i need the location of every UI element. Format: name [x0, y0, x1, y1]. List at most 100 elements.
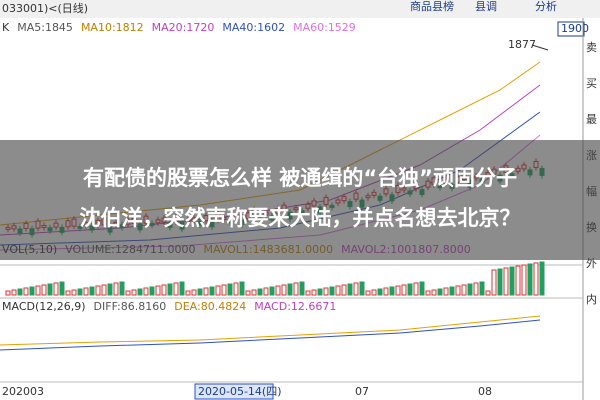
volume-bar — [443, 287, 449, 296]
top-bar — [0, 0, 600, 18]
volume-bar — [107, 283, 113, 296]
volume-bar — [71, 289, 77, 296]
volume-bar — [533, 262, 539, 296]
volume-bar — [359, 281, 365, 296]
sidebar-label: 卖 — [586, 41, 597, 54]
volume-bars — [5, 261, 545, 296]
volume-bar — [461, 284, 467, 296]
volume-bar — [131, 289, 137, 296]
volume-bar — [23, 287, 29, 296]
legend-item: MA40:1602 — [222, 21, 285, 34]
volume-bar — [311, 289, 317, 296]
x-axis-label: 08 — [478, 385, 492, 398]
volume-bar — [35, 285, 41, 296]
legend-item: K — [2, 21, 10, 34]
menu-item[interactable]: 县调 — [475, 0, 497, 13]
volume-bar — [185, 290, 191, 296]
price-box — [557, 21, 585, 37]
x-axis-label: 07 — [355, 385, 369, 398]
volume-bar — [77, 288, 83, 296]
macd-legend: MACD(12,26,9) DIFF:86.8160 DEA:80.4824 MACD… — [2, 300, 336, 313]
volume-bar — [47, 283, 53, 296]
volume-bar — [281, 284, 287, 296]
volume-bar — [95, 285, 101, 296]
volume-bar — [347, 283, 353, 296]
volume-bar — [479, 281, 485, 296]
volume-bar — [197, 288, 203, 296]
volume-bar — [89, 286, 95, 296]
volume-bar — [161, 284, 167, 296]
legend-item: DEA:80.4824 — [174, 300, 246, 313]
volume-bar — [431, 289, 437, 296]
volume-bar — [53, 282, 59, 296]
legend-item: DIFF:86.8160 — [94, 300, 167, 313]
volume-bar — [125, 290, 131, 296]
volume-bar — [143, 287, 149, 296]
sidebar-label: 内 — [586, 292, 597, 306]
volume-bar — [401, 284, 407, 296]
volume-bar — [203, 287, 209, 296]
volume-bar — [491, 269, 497, 296]
volume-bar — [149, 286, 155, 296]
headline-overlay: 有配债的股票怎么样 被通缉的“台独”顽固分子 沈伯洋，突然声称要来大陆，并点名想… — [0, 140, 600, 260]
volume-bar — [245, 290, 251, 296]
menu-item[interactable]: 分析 — [535, 0, 557, 13]
headline: 沈伯洋，突然声称要来大陆，并点名想去北京？ — [79, 206, 521, 230]
volume-bar — [467, 283, 473, 296]
volume-bar — [41, 284, 47, 296]
volume-bar — [389, 286, 395, 296]
macd-line — [0, 319, 541, 351]
x-axis-label: 202003 — [2, 385, 44, 398]
volume-bar — [485, 290, 491, 296]
volume-bar — [167, 283, 173, 296]
volume-bar — [251, 289, 257, 296]
volume-bar — [173, 282, 179, 296]
volume-bar — [515, 265, 521, 296]
volume-bar — [377, 288, 383, 296]
x-axis-label: 2020-05-14(四) — [198, 385, 282, 398]
volume-bar — [269, 286, 275, 296]
volume-bar — [317, 288, 323, 296]
volume-bar — [113, 282, 119, 296]
legend-item: MA5:1845 — [17, 21, 73, 34]
volume-bar — [503, 267, 509, 296]
volume-bar — [323, 287, 329, 296]
volume-bar — [371, 289, 377, 296]
volume-bar — [365, 290, 371, 296]
volume-bar — [395, 285, 401, 296]
volume-bar — [239, 281, 245, 296]
volume-bar — [413, 282, 419, 296]
volume-bar — [407, 283, 413, 296]
volume-bar — [425, 290, 431, 296]
sidebar-label: 买 — [586, 77, 597, 90]
volume-bar — [17, 288, 23, 296]
menu-item[interactable]: 商品县榜 — [410, 0, 454, 13]
legend-item: MA60:1529 — [293, 21, 356, 34]
legend-item: MACD(12,26,9) — [2, 300, 86, 313]
volume-bar — [209, 286, 215, 296]
volume-bar — [257, 288, 263, 296]
sidebar-label: 最 — [586, 113, 597, 126]
volume-bar — [335, 285, 341, 296]
volume-bar — [119, 281, 125, 296]
high-pointer — [531, 44, 549, 51]
volume-bar — [101, 284, 107, 296]
volume-bar — [263, 287, 269, 296]
legend-item: MACD:12.6671 — [254, 300, 336, 313]
volume-bar — [215, 285, 221, 296]
legend-item: MA10:1812 — [81, 21, 144, 34]
volume-bar — [155, 285, 161, 296]
volume-bar — [353, 282, 359, 296]
volume-bar — [59, 281, 65, 296]
volume-bar — [455, 285, 461, 296]
volume-bar — [221, 284, 227, 296]
high-label: 1877 — [508, 38, 536, 51]
volume-bar — [473, 282, 479, 296]
volume-bar — [191, 289, 197, 296]
main-legend: K MA5:1845 MA10:1812 MA20:1720 MA40:1602 MA60… — [2, 21, 356, 34]
volume-bar — [341, 284, 347, 296]
volume-bar — [509, 266, 515, 296]
price-box-text: 1900 — [561, 22, 589, 35]
volume-bar — [521, 264, 527, 296]
volume-bar — [83, 287, 89, 296]
